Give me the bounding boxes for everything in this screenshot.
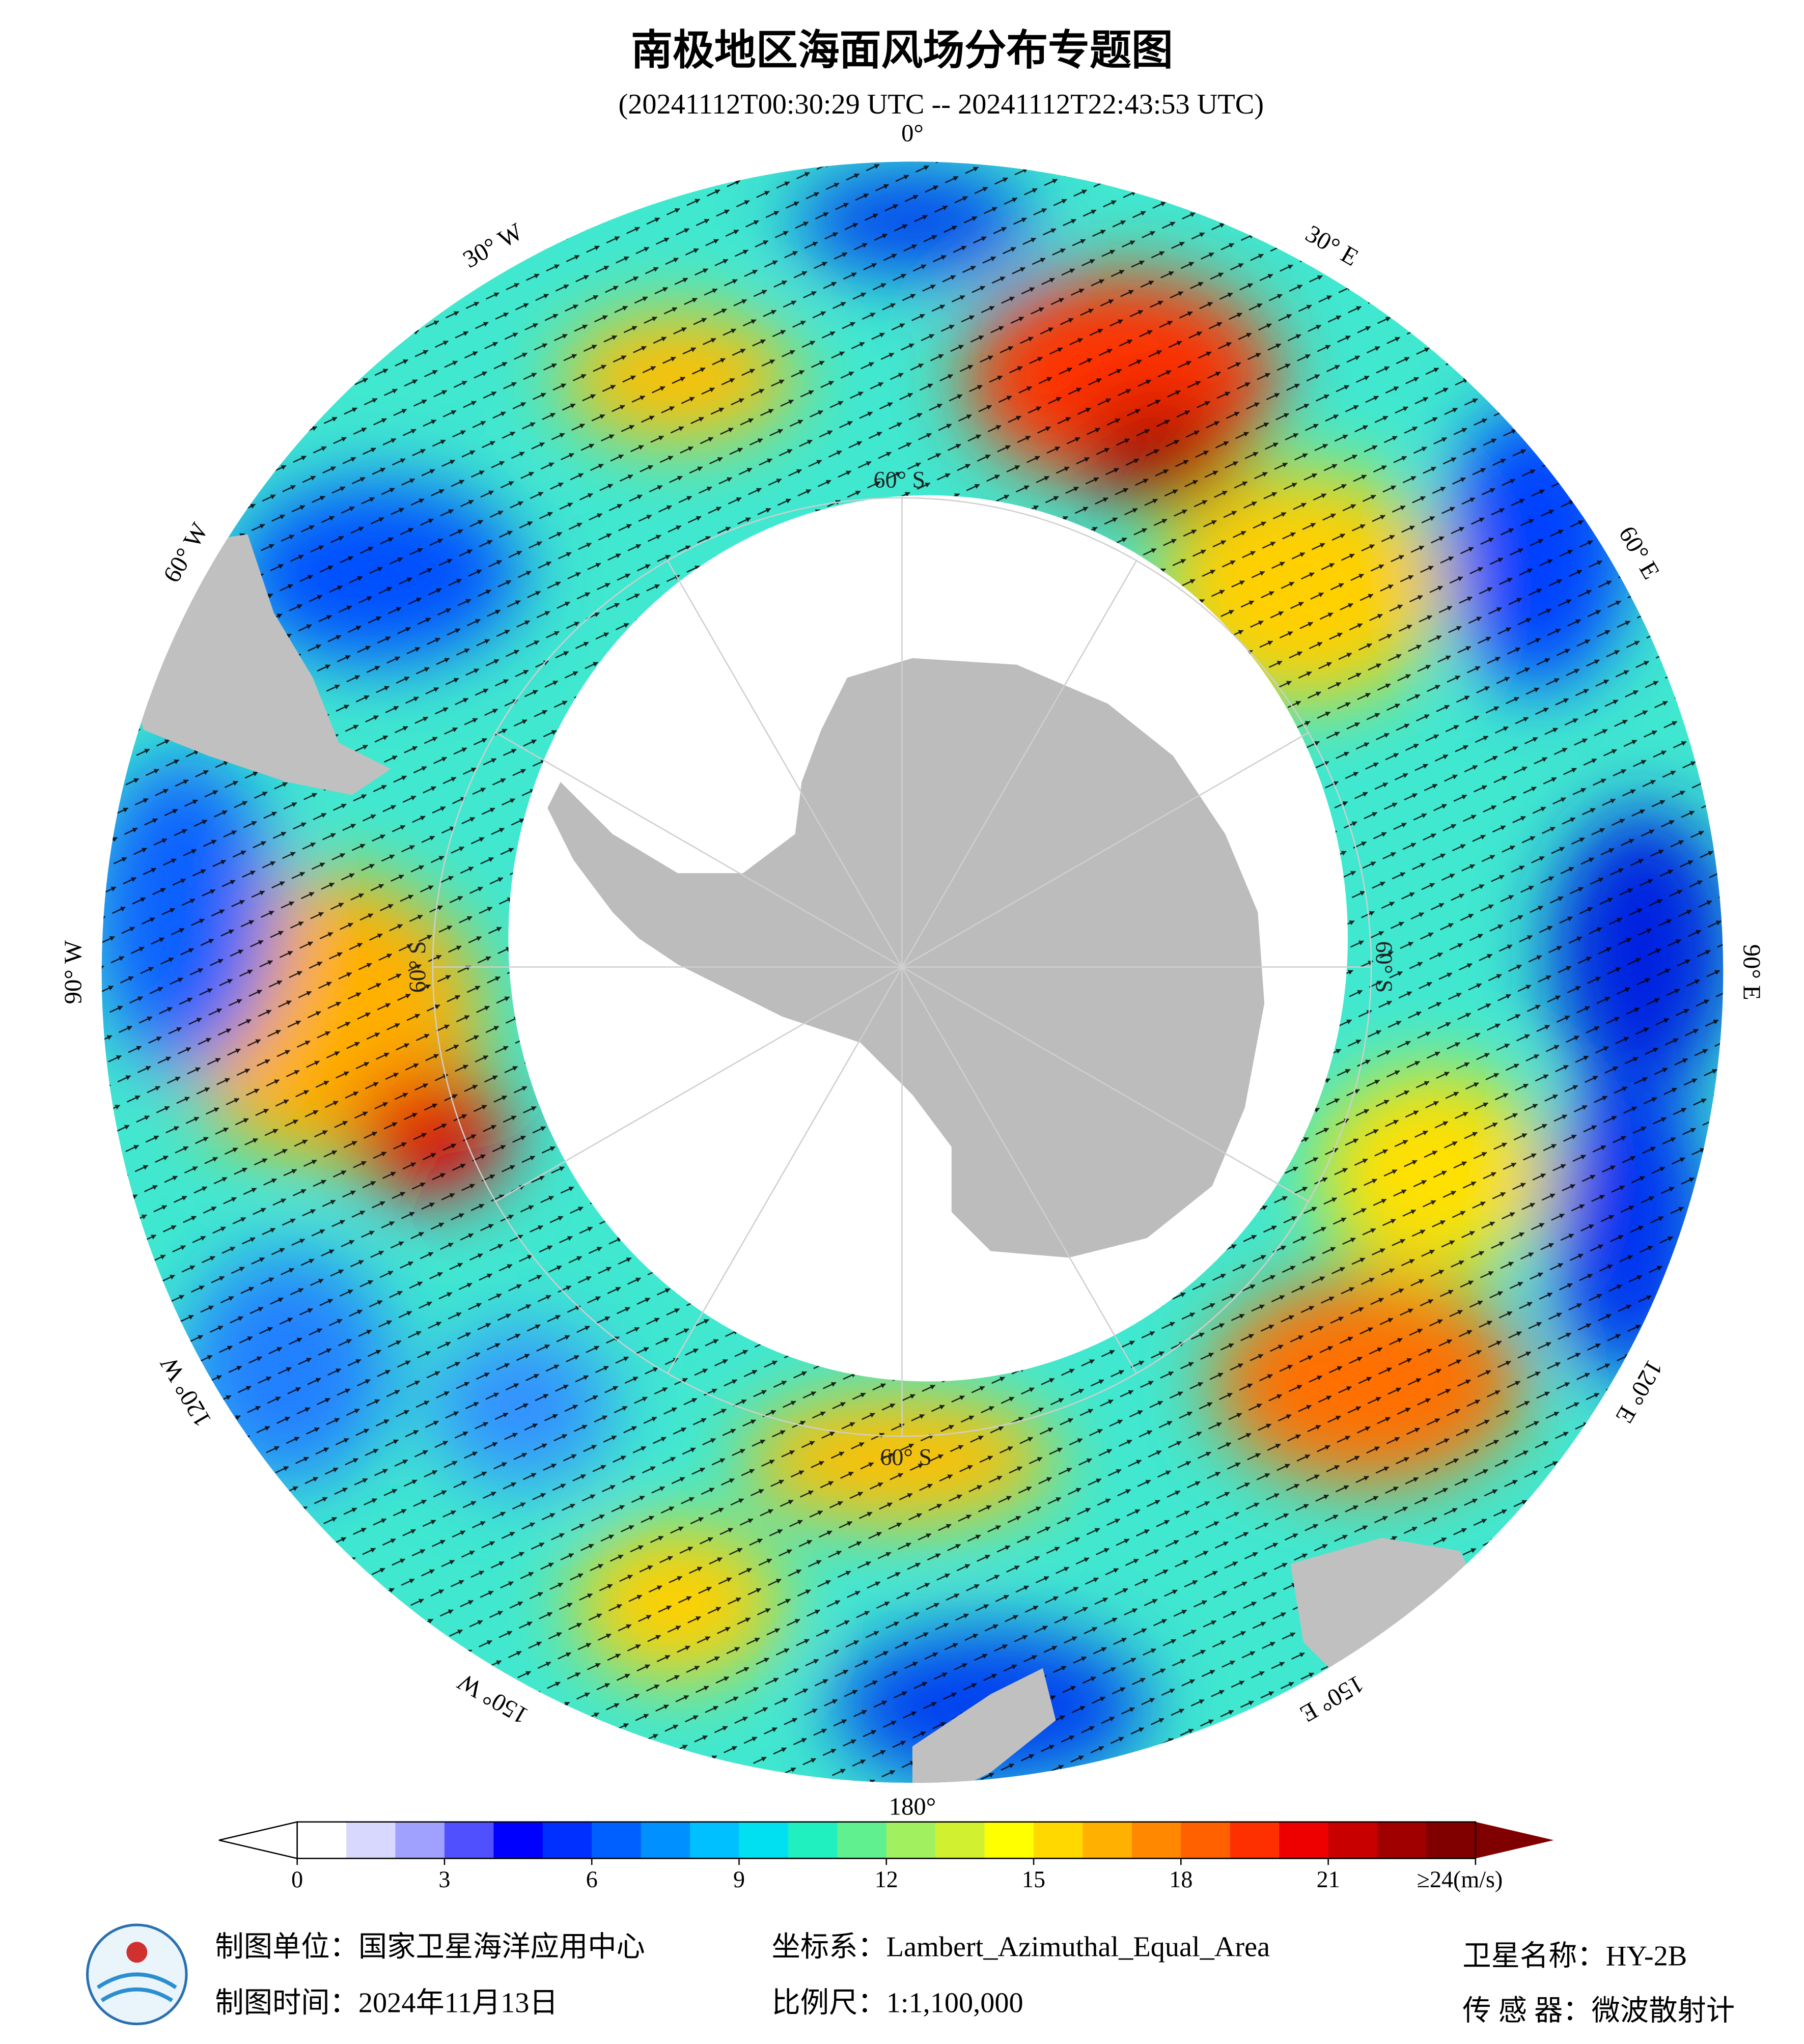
- footer-crs: 坐标系：Lambert_Azimuthal_Equal_Area: [772, 1931, 1270, 1963]
- colorbar-segment: [788, 1822, 838, 1859]
- colorbar-tick-label: 18: [1169, 1866, 1192, 1892]
- footer-date: 制图时间：2024年11月13日: [215, 1987, 558, 2019]
- footer-sensor: 传 感 器：微波散射计: [1462, 1995, 1735, 2027]
- colorbar-segment: [1131, 1822, 1182, 1859]
- longitude-label: 180°: [889, 1793, 936, 1820]
- colorbar-segment: [886, 1822, 936, 1859]
- longitude-label: 30° E: [1301, 219, 1363, 271]
- colorbar-segment: [395, 1822, 446, 1859]
- latitude-label: 60° S: [404, 941, 430, 993]
- colorbar-tick-label: 3: [438, 1866, 450, 1892]
- colorbar-segment: [592, 1822, 642, 1859]
- colorbar-segment: [641, 1822, 691, 1859]
- longitude-label: 90° W: [60, 940, 87, 1004]
- footer-scale: 比例尺：1:1,100,000: [772, 1987, 1023, 2019]
- colorbar-segment: [1083, 1822, 1133, 1859]
- colorbar-over-arrow: [1475, 1822, 1554, 1859]
- colorbar-tick-label: 0: [291, 1866, 303, 1892]
- colorbar-segment: [297, 1822, 347, 1859]
- colorbar-segment: [542, 1822, 593, 1859]
- colorbar-tick-label: 15: [1022, 1866, 1045, 1892]
- colorbar-segment: [837, 1822, 887, 1859]
- colorbar-under-arrow: [218, 1821, 298, 1860]
- latitude-label: 60° S: [880, 1444, 932, 1470]
- latitude-label: 60° S: [1371, 941, 1397, 993]
- footer-satellite: 卫星名称：HY-2B: [1462, 1941, 1687, 1972]
- colorbar-segment: [1279, 1822, 1329, 1859]
- colorbar-segment: [1377, 1822, 1427, 1859]
- latitude-label: 60° S: [874, 467, 926, 493]
- colorbar-segment: [1181, 1822, 1231, 1859]
- colorbar-segment: [984, 1822, 1035, 1859]
- longitude-label: 60° E: [1614, 521, 1666, 583]
- logo: [86, 1923, 188, 2026]
- colorbar-segment: [1328, 1822, 1378, 1859]
- colorbar-tick-label: 21: [1317, 1866, 1340, 1892]
- colorbar: 0 3 6 9 12 15 18 21 ≥24(m/s): [218, 1821, 1554, 1892]
- colorbar-tick-label: ≥24(m/s): [1417, 1866, 1503, 1892]
- longitude-label: 90° E: [1738, 944, 1765, 1000]
- colorbar-segment: [1230, 1822, 1280, 1859]
- title: 南极地区海面风场分布专题图: [631, 27, 1173, 73]
- colorbar-segment: [444, 1822, 494, 1859]
- colorbar-segment: [493, 1822, 544, 1859]
- longitude-label: 0°: [901, 119, 924, 147]
- colorbar-segment: [1426, 1822, 1477, 1859]
- colorbar-segment: [1034, 1822, 1084, 1859]
- colorbar-segment: [935, 1822, 985, 1859]
- colorbar-segment: [346, 1822, 396, 1859]
- colorbar-segment: [739, 1822, 789, 1859]
- subtitle: (20241112T00:30:29 UTC -- 20241112T22:43…: [618, 89, 1264, 120]
- footer-unit: 制图单位：国家卫星海洋应用中心: [215, 1931, 645, 1963]
- colorbar-tick-label: 9: [733, 1866, 745, 1892]
- colorbar-segment: [690, 1822, 740, 1859]
- colorbar-tick-label: 12: [875, 1866, 898, 1892]
- antarctica: [432, 497, 1372, 1437]
- latitude-labels: 60° S 60° S 60° S 60° S: [404, 467, 1397, 1470]
- colorbar-tick-label: 6: [586, 1866, 598, 1892]
